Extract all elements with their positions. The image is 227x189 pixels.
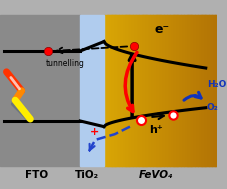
Bar: [179, 15, 184, 166]
Bar: [109, 15, 114, 166]
Bar: [112, 15, 117, 166]
Bar: [207, 15, 212, 166]
Bar: [137, 15, 142, 166]
Bar: [213, 15, 218, 166]
Text: FTO: FTO: [25, 170, 48, 180]
Bar: [131, 15, 136, 166]
Bar: [182, 15, 187, 166]
Bar: [205, 15, 209, 166]
Bar: [185, 15, 190, 166]
Bar: [165, 15, 170, 166]
Text: +: +: [89, 127, 98, 137]
Text: O₂: O₂: [206, 103, 218, 112]
Bar: [193, 15, 198, 166]
Bar: [118, 15, 123, 166]
Bar: [171, 15, 176, 166]
Bar: [160, 15, 165, 166]
Bar: [134, 15, 139, 166]
Bar: [80, 15, 104, 166]
Bar: [168, 15, 173, 166]
Text: H₂O: H₂O: [206, 80, 225, 89]
Bar: [0, 15, 80, 166]
Bar: [196, 15, 201, 166]
Bar: [199, 15, 204, 166]
Bar: [188, 15, 192, 166]
Bar: [157, 15, 162, 166]
Bar: [154, 15, 159, 166]
Text: TiO₂: TiO₂: [74, 170, 98, 180]
Text: tunnelling: tunnelling: [45, 59, 84, 68]
Bar: [140, 15, 145, 166]
Bar: [106, 15, 111, 166]
Bar: [210, 15, 215, 166]
Bar: [148, 15, 153, 166]
Bar: [190, 15, 195, 166]
Bar: [176, 15, 181, 166]
Bar: [143, 15, 148, 166]
Bar: [126, 15, 131, 166]
Bar: [151, 15, 156, 166]
Bar: [123, 15, 128, 166]
Text: FeVO₄: FeVO₄: [138, 170, 173, 180]
Bar: [162, 15, 167, 166]
Bar: [174, 15, 179, 166]
Bar: [115, 15, 120, 166]
Bar: [129, 15, 134, 166]
Bar: [202, 15, 207, 166]
Bar: [146, 15, 151, 166]
Text: h⁺: h⁺: [148, 125, 162, 135]
Bar: [120, 15, 125, 166]
Bar: [104, 15, 109, 166]
Text: e⁻: e⁻: [154, 23, 169, 36]
